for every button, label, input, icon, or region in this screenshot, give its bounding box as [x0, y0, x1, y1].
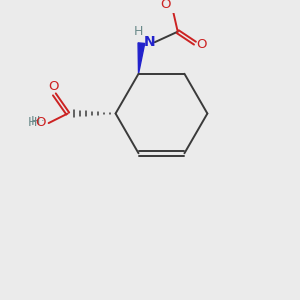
- Text: O: O: [196, 38, 207, 51]
- Text: H: H: [28, 116, 37, 129]
- Text: ·: ·: [41, 116, 45, 126]
- Text: H: H: [31, 115, 40, 128]
- Text: O: O: [36, 116, 46, 129]
- Text: O: O: [48, 80, 59, 93]
- Text: O: O: [160, 0, 171, 11]
- Text: H: H: [134, 25, 143, 38]
- Polygon shape: [138, 43, 145, 74]
- Text: N: N: [144, 35, 156, 49]
